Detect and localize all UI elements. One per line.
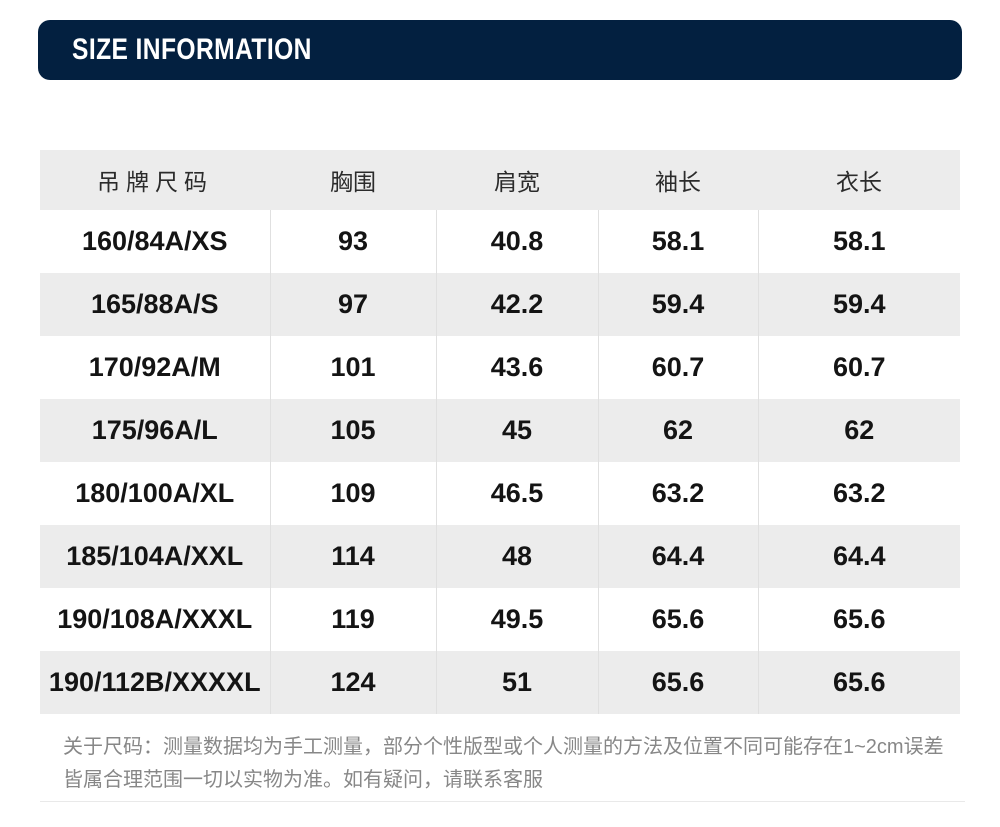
shoulder-cell: 40.8 [435, 210, 598, 273]
shoulder-cell: 49.5 [435, 588, 598, 651]
size-note-line2: 皆属合理范围一切以实物为准。如有疑问，请联系客服 [63, 769, 543, 791]
shoulder-cell: 45 [435, 399, 598, 462]
table-row-xs: 160/84A/XS 93 40.8 58.1 58.1 [40, 210, 960, 273]
size-cell: 175/96A/L [40, 399, 270, 462]
size-cell: 190/108A/XXXL [57, 604, 253, 634]
sleeve-cell: 60.7 [597, 336, 758, 399]
length-cell: 62 [757, 399, 960, 462]
section-header-banner: SIZE INFORMATION [38, 20, 962, 80]
size-cell: 190/112B/XXXXL [40, 651, 270, 714]
column-header-sleeve: 袖长 [598, 150, 758, 210]
length-cell: 59.4 [757, 273, 960, 336]
chest-cell: 124 [269, 651, 436, 714]
size-cell: 180/100A/XL [75, 478, 235, 508]
size-cell: 160/84A/XS [81, 226, 228, 256]
chest-cell: 93 [269, 210, 436, 273]
sleeve-cell: 59.4 [597, 273, 758, 336]
size-note: 关于尺码：测量数据均为手工测量，部分个性版型或个人测量的方法及位置不同可能存在1… [63, 731, 973, 797]
chest-cell: 101 [269, 336, 436, 399]
column-header-length: 衣长 [758, 150, 960, 210]
table-row-xxxxl: 190/112B/XXXXL 124 51 65.6 65.6 [40, 651, 960, 714]
chest-cell: 97 [269, 273, 436, 336]
length-cell: 65.6 [757, 588, 960, 651]
size-cell: 165/88A/S [40, 273, 270, 336]
length-cell: 63.2 [757, 462, 960, 525]
sleeve-cell: 63.2 [597, 462, 758, 525]
shoulder-cell: 48 [435, 525, 598, 588]
shoulder-cell: 43.6 [435, 336, 598, 399]
chest-cell: 119 [269, 588, 436, 651]
shoulder-cell: 46.5 [435, 462, 598, 525]
section-divider [40, 801, 965, 802]
size-cell: 170/92A/M [88, 352, 221, 382]
column-header-chest: 胸围 [270, 150, 436, 210]
size-note-line1: 关于尺码：测量数据均为手工测量，部分个性版型或个人测量的方法及位置不同可能存在1… [63, 736, 944, 758]
size-cell: 185/104A/XXL [40, 525, 270, 588]
length-cell: 65.6 [757, 651, 960, 714]
table-row-m: 170/92A/M 101 43.6 60.7 60.7 [40, 336, 960, 399]
length-cell: 60.7 [757, 336, 960, 399]
table-row-s: 165/88A/S 97 42.2 59.4 59.4 [40, 273, 960, 336]
column-header-shoulder: 肩宽 [436, 150, 598, 210]
sleeve-cell: 65.6 [597, 588, 758, 651]
table-row-xl: 180/100A/XL 109 46.5 63.2 63.2 [40, 462, 960, 525]
shoulder-cell: 51 [435, 651, 598, 714]
chest-cell: 114 [269, 525, 436, 588]
size-chart-header-row: 吊牌尺码 胸围 肩宽 袖长 衣长 [40, 150, 960, 210]
table-row-xxl: 185/104A/XXL 114 48 64.4 64.4 [40, 525, 960, 588]
shoulder-cell: 42.2 [435, 273, 598, 336]
sleeve-cell: 58.1 [597, 210, 758, 273]
size-chart-table: 吊牌尺码 胸围 肩宽 袖长 衣长 160/84A/XS 93 40.8 58.1… [40, 150, 960, 714]
sleeve-cell: 64.4 [597, 525, 758, 588]
table-row-l: 175/96A/L 105 45 62 62 [40, 399, 960, 462]
chest-cell: 109 [269, 462, 436, 525]
column-header-tag-size: 吊牌尺码 [40, 150, 270, 210]
chest-cell: 105 [269, 399, 436, 462]
sleeve-cell: 62 [597, 399, 758, 462]
sleeve-cell: 65.6 [597, 651, 758, 714]
length-cell: 64.4 [757, 525, 960, 588]
table-row-xxxl: 190/108A/XXXL 119 49.5 65.6 65.6 [40, 588, 960, 651]
section-title: SIZE INFORMATION [72, 33, 312, 66]
length-cell: 58.1 [757, 210, 960, 273]
